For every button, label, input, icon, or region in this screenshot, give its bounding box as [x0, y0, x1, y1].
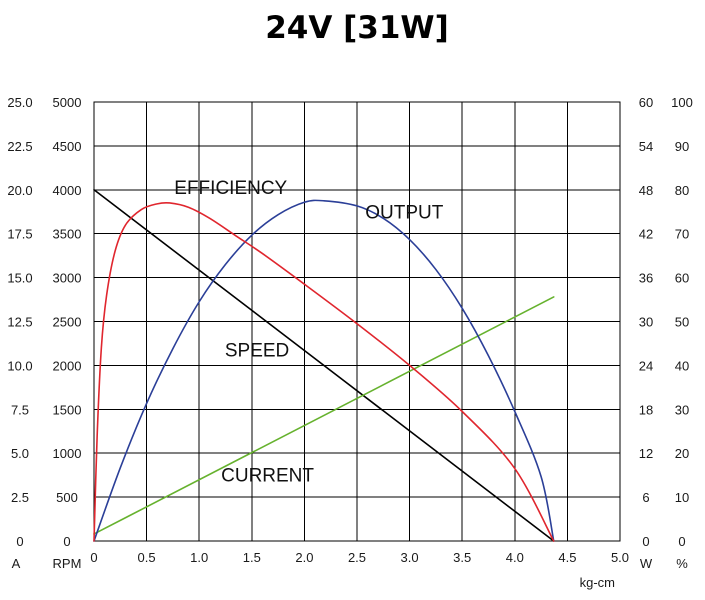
y-tick-label-pct: 0: [678, 534, 685, 549]
curve-label-speed: SPEED: [225, 341, 289, 362]
chart-title: 24V [31W]: [265, 10, 449, 46]
y-tick-label-a: 2.5: [11, 490, 29, 505]
y-tick-label-a: 0: [16, 534, 23, 549]
y-tick-label-rpm: 4500: [53, 139, 82, 154]
plot-frame: [93, 101, 621, 542]
y-tick-label-rpm: 2500: [53, 315, 82, 330]
y-tick-label-a: 7.5: [11, 402, 29, 417]
y-tick-label-pct: 50: [675, 315, 689, 330]
y-tick-label-rpm: 1000: [53, 446, 82, 461]
axis-unit-rpm: RPM: [53, 556, 82, 571]
x-axis-label: kg-cm: [580, 575, 615, 590]
x-tick-label: 4.5: [558, 550, 576, 565]
curve-label-current: CURRENT: [221, 466, 314, 487]
x-tick-label: 0: [90, 550, 97, 565]
y-tick-label-pct: 90: [675, 139, 689, 154]
y-tick-label-rpm: 1500: [53, 402, 82, 417]
y-tick-label-pct: 30: [675, 402, 689, 417]
y-tick-label-pct: 70: [675, 227, 689, 242]
series-line-efficiency: [93, 201, 555, 542]
y-tick-label-pct: 20: [675, 446, 689, 461]
y-tick-label-pct: 60: [675, 271, 689, 286]
series-line-output: [93, 199, 555, 542]
y-tick-label-w: 30: [639, 315, 653, 330]
y-tick-label-a: 15.0: [7, 271, 32, 286]
curve-label-output: OUTPUT: [365, 202, 444, 223]
y-tick-label-rpm: 2000: [53, 358, 82, 373]
y-tick-label-a: 10.0: [7, 358, 32, 373]
y-tick-label-a: 17.5: [7, 227, 32, 242]
y-tick-label-a: 20.0: [7, 183, 32, 198]
axis-unit-a: A: [12, 556, 21, 571]
y-tick-label-w: 36: [639, 271, 653, 286]
y-tick-label-a: 5.0: [11, 446, 29, 461]
y-tick-label-rpm: 5000: [53, 95, 82, 110]
x-tick-label: 3.0: [401, 550, 419, 565]
y-tick-label-rpm: 3000: [53, 271, 82, 286]
y-tick-label-rpm: 0: [63, 534, 70, 549]
y-tick-label-w: 60: [639, 95, 653, 110]
x-tick-label: 2.5: [348, 550, 366, 565]
y-tick-label-w: 6: [642, 490, 649, 505]
y-tick-label-w: 24: [639, 358, 653, 373]
series-line-current: [93, 296, 555, 535]
x-tick-label: 1.0: [190, 550, 208, 565]
y-tick-label-a: 22.5: [7, 139, 32, 154]
y-tick-label-w: 18: [639, 402, 653, 417]
y-tick-label-w: 54: [639, 139, 653, 154]
x-tick-label: 2.0: [295, 550, 313, 565]
curve-labels: EFFICIENCY OUTPUT SPEED CURRENT: [174, 178, 444, 487]
y-tick-label-w: 0: [642, 534, 649, 549]
y-tick-label-a: 25.0: [7, 95, 32, 110]
y-tick-label-pct: 10: [675, 490, 689, 505]
x-tick-label: 3.5: [453, 550, 471, 565]
axis-unit-w: W: [640, 556, 653, 571]
y-tick-label-pct: 80: [675, 183, 689, 198]
y-tick-label-w: 42: [639, 227, 653, 242]
y-tick-label-rpm: 4000: [53, 183, 82, 198]
axes: 0 0.5 1.0 1.5 2.0 2.5 3.0 3.5 4.0 4.5 5.0 kg-cm 0 2.5…: [7, 95, 693, 590]
y-tick-label-pct: 40: [675, 358, 689, 373]
y-tick-label-w: 12: [639, 446, 653, 461]
y-tick-label-rpm: 500: [56, 490, 78, 505]
curve-label-efficiency: EFFICIENCY: [174, 178, 287, 199]
axis-unit-pct: %: [676, 556, 688, 571]
x-tick-label: 1.5: [243, 550, 261, 565]
y-tick-label-a: 12.5: [7, 315, 32, 330]
y-tick-label-rpm: 3500: [53, 227, 82, 242]
x-tick-label: 4.0: [506, 550, 524, 565]
series-curves: [93, 189, 555, 542]
x-tick-label: 5.0: [611, 550, 629, 565]
x-tick-label: 0.5: [138, 550, 156, 565]
series-line-speed: [93, 189, 555, 542]
y-tick-label-w: 48: [639, 183, 653, 198]
y-tick-label-pct: 100: [671, 95, 693, 110]
